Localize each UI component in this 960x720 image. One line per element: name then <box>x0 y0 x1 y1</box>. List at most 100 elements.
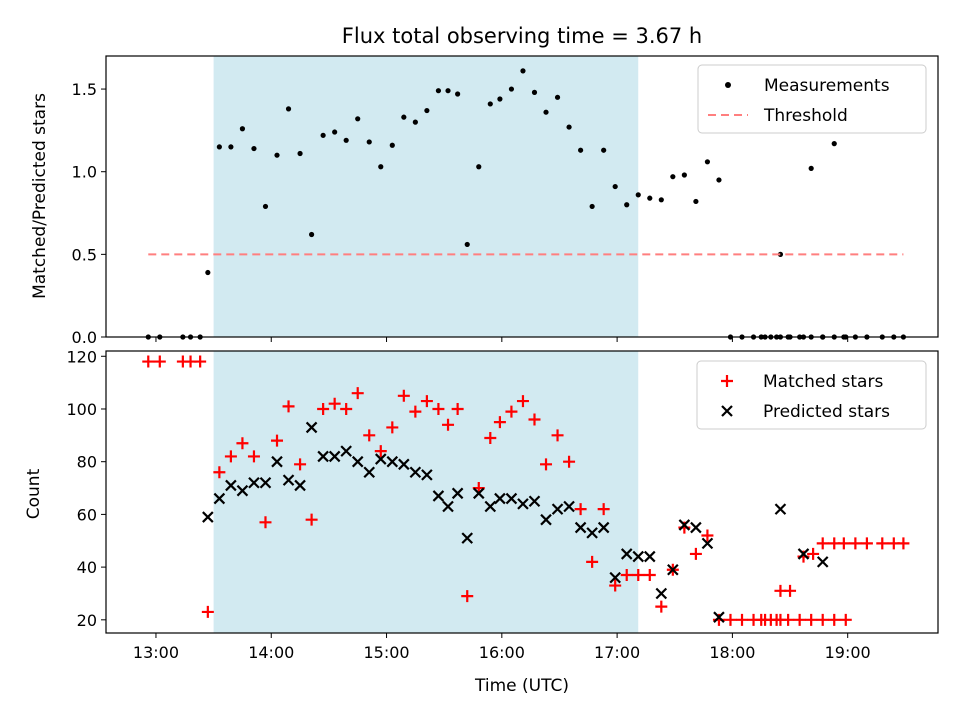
matched-star-point <box>224 450 237 463</box>
matched-star-point <box>461 590 474 603</box>
x-tick-label: 15:00 <box>363 643 409 662</box>
predicted-star-point <box>655 587 668 600</box>
matched-star-point <box>282 400 295 413</box>
predicted-star-point <box>461 532 474 544</box>
matched-star-point <box>153 355 166 368</box>
bottom-axes-frame <box>105 350 939 634</box>
measurement-point <box>520 68 526 74</box>
legend-measurement-marker <box>725 82 731 88</box>
predicted-star-point <box>202 511 214 523</box>
matched-star-point <box>340 402 353 415</box>
legend-matched-marker <box>721 375 733 387</box>
x-tick-label: 14:00 <box>248 643 294 662</box>
matched-star-point <box>363 429 376 442</box>
predicted-star-point <box>305 421 318 434</box>
measurement-point <box>389 142 395 148</box>
measurement-point <box>435 88 442 94</box>
matched-star-point <box>837 537 850 550</box>
legend-label: Predicted stars <box>763 402 890 422</box>
matched-star-point <box>805 613 818 626</box>
bottom-legend-box <box>696 360 927 430</box>
measurement-point <box>716 177 722 183</box>
matched-star-point <box>586 555 599 568</box>
top-panel: 0.0 0.5 1.0 1.5 <box>72 55 939 347</box>
matched-star-point <box>632 569 645 582</box>
predicted-star-point <box>620 548 633 560</box>
predicted-star-point <box>340 445 352 457</box>
matched-star-point <box>678 521 691 534</box>
predicted-star-point <box>494 492 506 505</box>
matched-star-point <box>451 402 464 415</box>
measurement-point <box>612 183 618 190</box>
predicted-star-point <box>386 455 399 468</box>
predicted-star-point <box>586 527 598 539</box>
measurement-point <box>487 101 493 107</box>
predicted-star-point <box>409 466 422 479</box>
matched-star-point <box>201 605 214 618</box>
bottom-y-tick-label: 40 <box>77 558 97 577</box>
predicted-star-point <box>632 550 645 563</box>
matched-star-point <box>540 458 553 471</box>
predicted-star-point <box>701 537 714 550</box>
measurement-point <box>285 106 292 112</box>
measurement-point <box>681 172 687 178</box>
matched-star-point <box>397 389 410 402</box>
predicted-star-point <box>816 556 829 568</box>
measurement-point <box>578 147 584 153</box>
matched-star-point <box>374 445 387 458</box>
x-tick-label: 17:00 <box>594 643 640 662</box>
bottom-observing-window <box>213 351 639 633</box>
predicted-star-point <box>609 571 621 584</box>
matched-star-point <box>409 405 422 418</box>
measurement-point <box>332 129 338 135</box>
measurement-point <box>239 126 246 132</box>
matched-star-point <box>386 421 399 434</box>
predicted-star-point <box>540 513 552 526</box>
measurement-point <box>543 109 549 115</box>
measurement-point <box>424 107 430 114</box>
matched-star-point <box>432 402 445 415</box>
measurement-point <box>647 195 653 201</box>
matched-star-point <box>271 434 284 447</box>
predicted-star-point <box>282 474 295 486</box>
matched-star-point <box>563 455 576 468</box>
legend-label: Threshold <box>763 106 848 126</box>
matched-star-point <box>442 418 455 431</box>
measurement-point <box>445 88 451 94</box>
legend-predicted-marker <box>721 405 733 417</box>
bottom-panel: 20 40 60 80 100 120 13:00 14:00 15:00 16:00 17:00 1… <box>66 347 939 662</box>
measurement-point <box>635 192 641 198</box>
bottom-y-tick-label: 100 <box>66 400 97 419</box>
measurement-point <box>670 174 676 180</box>
predicted-star-point <box>667 563 679 576</box>
predicted-star-point <box>574 521 587 534</box>
measurement-point <box>589 203 595 210</box>
matched-star-point <box>816 537 829 550</box>
top-y-tick-label: 1.0 <box>72 163 97 182</box>
matched-star-point <box>351 387 364 400</box>
top-observing-window <box>213 56 639 337</box>
predicted-star-point <box>225 479 237 492</box>
chart-title: Flux total observing time = 3.67 h <box>342 24 702 48</box>
measurement-point <box>624 202 630 208</box>
measurement-point <box>216 144 222 150</box>
matched-star-point <box>597 503 610 516</box>
measurement-point <box>262 203 269 210</box>
matched-star-point <box>247 450 260 463</box>
measurement-point <box>464 241 470 248</box>
matched-star-point <box>620 569 633 582</box>
predicted-star-point <box>644 550 656 563</box>
matched-star-point <box>528 413 541 426</box>
measurement-point <box>308 231 315 238</box>
matched-star-point <box>574 503 587 516</box>
matched-star-point <box>849 537 862 550</box>
measurement-point <box>693 198 699 205</box>
top-axes-frame <box>105 55 939 338</box>
top-y-axis-label: Matched/Predicted stars <box>30 93 50 299</box>
measurement-point <box>455 91 461 97</box>
predicted-star-point <box>690 521 702 534</box>
predicted-star-point <box>421 469 433 481</box>
measurement-point <box>808 165 814 171</box>
matched-star-point <box>816 613 829 626</box>
measurement-point <box>831 141 837 147</box>
